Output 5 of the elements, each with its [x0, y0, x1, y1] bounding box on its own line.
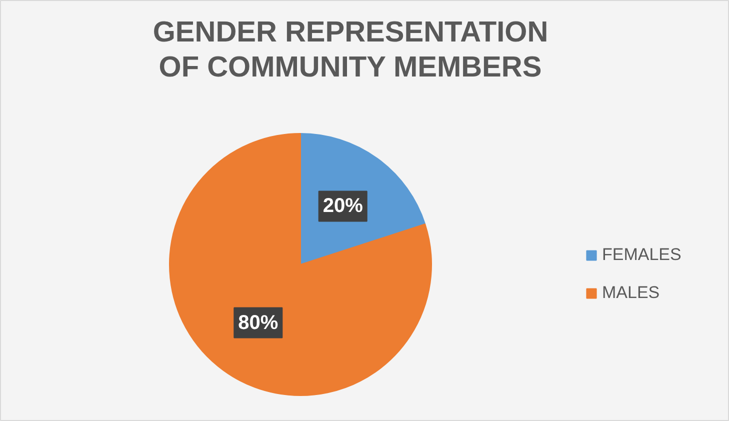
- data-label: 80%: [238, 312, 278, 334]
- legend-label: FEMALES: [602, 245, 682, 265]
- legend-label: MALES: [602, 283, 660, 303]
- data-label: 20%: [322, 195, 364, 218]
- chart-title: GENDER REPRESENTATION OF COMMUNITY MEMBERS: [152, 16, 548, 84]
